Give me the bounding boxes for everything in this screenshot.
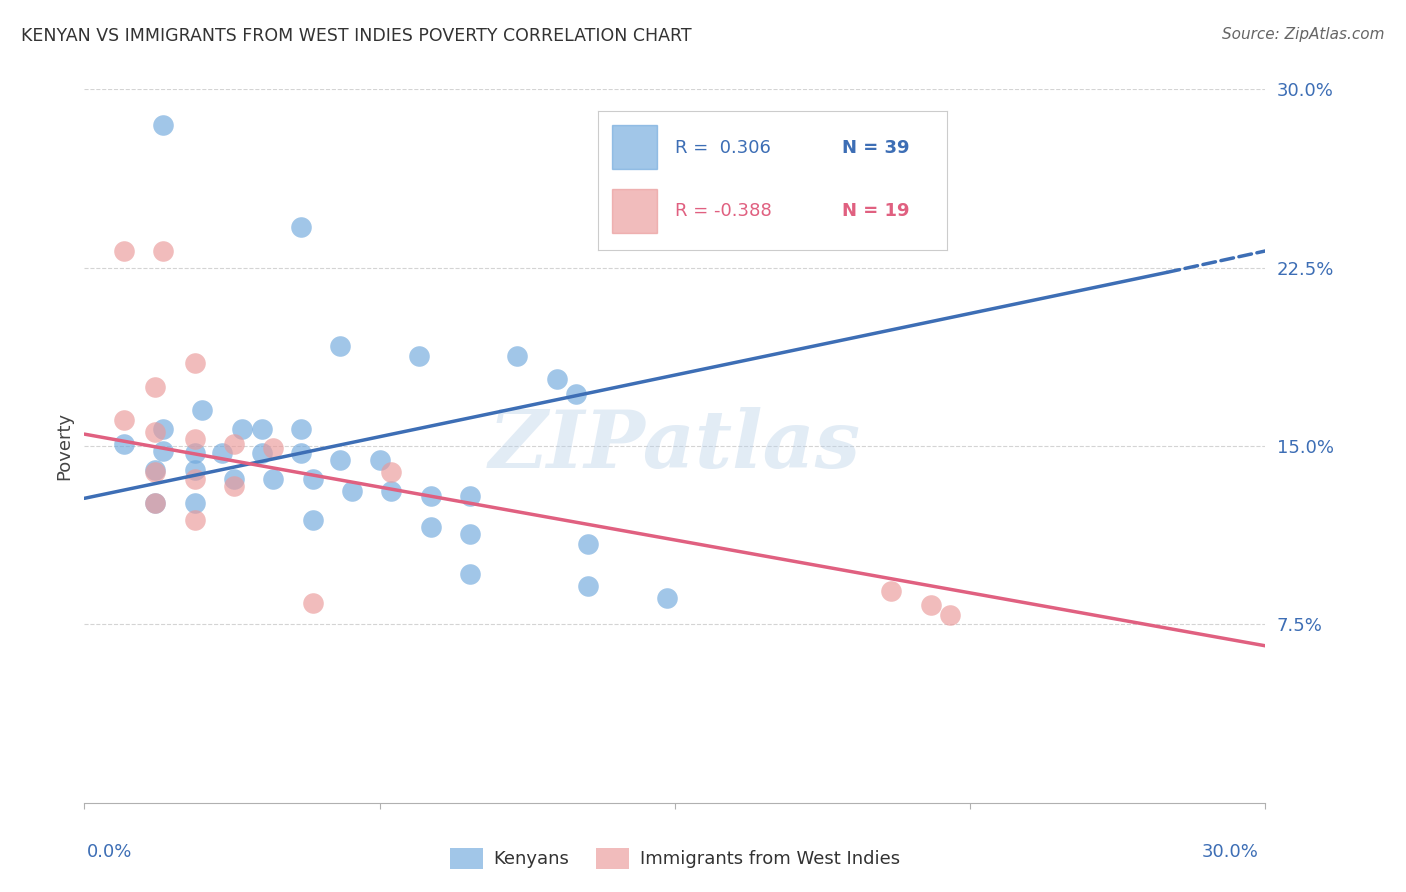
Point (329, 453, 352, 467)
Point (506, 349, 529, 363)
Point (939, 607, 962, 622)
Point (143, 465, 166, 479)
Point (380, 465, 402, 479)
Point (152, 443, 174, 458)
Legend: Kenyans, Immigrants from West Indies: Kenyans, Immigrants from West Indies (443, 840, 907, 876)
Point (655, 591, 678, 606)
Point (143, 496, 166, 510)
Point (262, 442, 284, 456)
Point (183, 432, 205, 446)
Point (458, 567, 481, 582)
Point (290, 220, 312, 235)
Point (183, 496, 205, 510)
Point (546, 372, 568, 386)
Text: 0.0%: 0.0% (87, 843, 132, 861)
Point (368, 453, 391, 467)
Point (250, 422, 273, 436)
Text: ZIPatlas: ZIPatlas (489, 408, 860, 484)
Point (891, 196, 914, 211)
Point (143, 425, 166, 439)
Point (143, 463, 166, 477)
Point (222, 436, 245, 450)
Point (191, 403, 214, 417)
Point (143, 379, 166, 393)
Point (419, 489, 441, 503)
Point (222, 472, 245, 486)
Point (250, 446, 273, 460)
Point (301, 513, 323, 527)
Point (222, 479, 245, 493)
Point (183, 463, 205, 477)
Point (152, 422, 174, 436)
Point (880, 584, 903, 599)
Point (576, 536, 599, 550)
Point (458, 527, 481, 541)
Point (301, 596, 323, 610)
Point (112, 436, 135, 450)
Text: KENYAN VS IMMIGRANTS FROM WEST INDIES POVERTY CORRELATION CHART: KENYAN VS IMMIGRANTS FROM WEST INDIES PO… (21, 27, 692, 45)
Point (183, 513, 205, 527)
Point (565, 386, 588, 401)
Point (290, 446, 312, 460)
Y-axis label: Poverty: Poverty (55, 412, 73, 480)
Point (112, 413, 135, 427)
Point (183, 446, 205, 460)
Point (183, 356, 205, 370)
Point (152, 118, 174, 132)
Text: 30.0%: 30.0% (1202, 843, 1258, 861)
Point (408, 349, 430, 363)
Point (340, 484, 363, 499)
Point (576, 579, 599, 593)
Point (920, 599, 942, 613)
Point (301, 472, 323, 486)
Point (231, 422, 253, 436)
Point (380, 484, 402, 499)
Text: Source: ZipAtlas.com: Source: ZipAtlas.com (1222, 27, 1385, 42)
Point (112, 244, 135, 258)
Point (183, 472, 205, 486)
Point (152, 244, 174, 258)
Point (290, 422, 312, 436)
Point (458, 489, 481, 503)
Point (211, 446, 233, 460)
Point (329, 339, 352, 353)
Point (143, 496, 166, 510)
Point (419, 520, 441, 534)
Point (262, 472, 284, 486)
